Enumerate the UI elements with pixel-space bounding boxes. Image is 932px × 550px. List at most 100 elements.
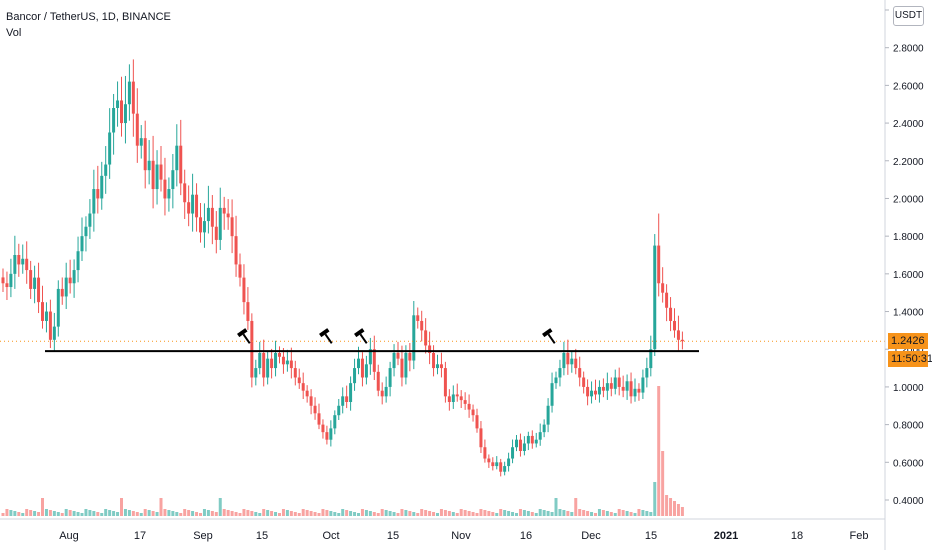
candle[interactable] — [96, 165, 100, 214]
candle[interactable] — [226, 199, 230, 230]
candle[interactable] — [522, 436, 526, 456]
candle[interactable] — [582, 371, 586, 394]
candle[interactable] — [424, 318, 428, 354]
candle[interactable] — [436, 354, 439, 375]
candle[interactable] — [439, 352, 443, 378]
candle[interactable] — [530, 430, 534, 449]
candle[interactable] — [44, 302, 48, 333]
candle[interactable] — [657, 213, 661, 297]
candle[interactable] — [471, 404, 475, 422]
candle[interactable] — [495, 456, 499, 470]
candle[interactable] — [597, 380, 601, 403]
candle[interactable] — [526, 431, 530, 451]
candle[interactable] — [574, 348, 578, 375]
candle[interactable] — [538, 423, 542, 446]
candle[interactable] — [33, 265, 37, 304]
candle[interactable] — [518, 433, 522, 457]
candle[interactable] — [135, 88, 139, 163]
candle[interactable] — [301, 372, 305, 400]
candle[interactable] — [266, 351, 270, 385]
symbol-title[interactable]: Bancor / TetherUS, 1D, BINANCE — [6, 11, 171, 23]
candle[interactable] — [491, 457, 495, 471]
candle[interactable] — [120, 76, 123, 137]
candle[interactable] — [665, 284, 669, 322]
candle[interactable] — [479, 421, 483, 453]
candle[interactable] — [372, 335, 376, 380]
candle[interactable] — [76, 236, 80, 283]
candle[interactable] — [52, 312, 56, 352]
candle[interactable] — [511, 439, 515, 464]
candle[interactable] — [376, 364, 380, 397]
candle[interactable] — [41, 285, 44, 329]
candle[interactable] — [558, 359, 562, 387]
candle[interactable] — [72, 259, 76, 298]
candle[interactable] — [542, 419, 546, 438]
candle[interactable] — [566, 339, 570, 375]
candle[interactable] — [214, 211, 218, 254]
candle[interactable] — [242, 264, 246, 315]
candle[interactable] — [17, 243, 21, 277]
candle[interactable] — [605, 372, 609, 400]
candle[interactable] — [609, 377, 613, 397]
candle[interactable] — [360, 352, 364, 387]
candle[interactable] — [187, 185, 191, 227]
candle[interactable] — [305, 385, 309, 403]
candle[interactable] — [64, 262, 68, 310]
candle[interactable] — [68, 259, 72, 294]
candle[interactable] — [297, 368, 301, 389]
candle[interactable] — [676, 315, 680, 351]
candle[interactable] — [333, 410, 337, 435]
candle[interactable] — [84, 216, 88, 252]
candle[interactable] — [218, 187, 222, 250]
candle[interactable] — [139, 125, 143, 159]
candle[interactable] — [127, 64, 131, 121]
candle[interactable] — [503, 461, 507, 476]
candle[interactable] — [100, 161, 104, 210]
candle[interactable] — [534, 432, 538, 448]
candle[interactable] — [191, 173, 195, 232]
candle[interactable] — [206, 185, 210, 234]
candle[interactable] — [281, 348, 285, 374]
candle[interactable] — [649, 335, 653, 377]
candle[interactable] — [29, 260, 33, 299]
candle[interactable] — [13, 235, 17, 289]
candle[interactable] — [613, 369, 617, 395]
candle[interactable] — [570, 351, 574, 373]
candle[interactable] — [443, 361, 447, 403]
candle[interactable] — [143, 120, 147, 189]
candle[interactable] — [673, 308, 676, 338]
candle[interactable] — [629, 372, 633, 404]
candle[interactable] — [601, 378, 605, 398]
candle[interactable] — [408, 342, 412, 372]
candle[interactable] — [325, 425, 329, 445]
candle[interactable] — [246, 287, 250, 330]
candle[interactable] — [285, 349, 289, 372]
candle[interactable] — [586, 379, 590, 406]
candle[interactable] — [380, 382, 384, 405]
candle[interactable] — [309, 389, 313, 415]
candle[interactable] — [183, 169, 187, 220]
candle[interactable] — [384, 376, 388, 403]
candle[interactable] — [637, 383, 641, 401]
candle[interactable] — [92, 169, 96, 232]
candle[interactable] — [653, 234, 657, 357]
candle[interactable] — [80, 217, 84, 261]
candle[interactable] — [400, 345, 404, 387]
candle[interactable] — [56, 280, 60, 337]
candle[interactable] — [321, 419, 325, 439]
candle[interactable] — [546, 398, 550, 433]
candle[interactable] — [499, 458, 503, 477]
candle[interactable] — [289, 347, 293, 379]
candle[interactable] — [447, 389, 451, 411]
candle[interactable] — [594, 379, 597, 400]
candle[interactable] — [88, 199, 92, 239]
candle[interactable] — [337, 398, 341, 420]
candle[interactable] — [680, 331, 684, 350]
candle[interactable] — [641, 369, 645, 399]
candle[interactable] — [368, 337, 372, 375]
candle[interactable] — [483, 439, 487, 463]
candle[interactable] — [554, 371, 558, 389]
candle[interactable] — [123, 75, 127, 144]
currency-label[interactable]: USDT — [893, 6, 924, 26]
